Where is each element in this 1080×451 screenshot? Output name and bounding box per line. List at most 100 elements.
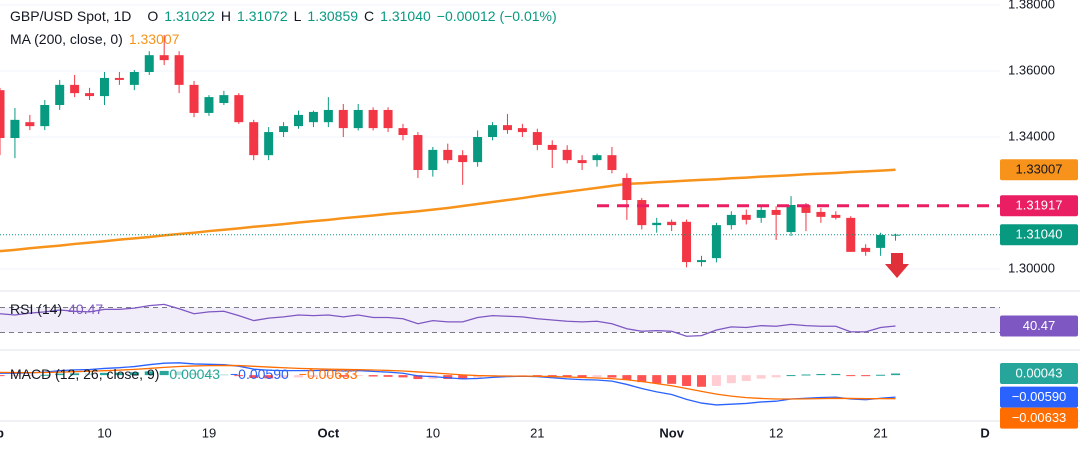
ohlc-key: C	[364, 8, 375, 24]
candle-body	[234, 95, 244, 123]
candle-body	[577, 160, 587, 164]
candle-body	[711, 225, 721, 259]
histogram-bar	[562, 375, 572, 377]
candle-body	[786, 204, 796, 233]
histogram-bar	[696, 375, 706, 387]
y-tick-label: 1.34000	[1008, 128, 1055, 143]
price-label-text: 40.47	[1023, 318, 1056, 333]
candle-body	[70, 84, 80, 94]
histogram-bar	[607, 375, 617, 378]
candle-body	[458, 155, 468, 163]
histogram-bar	[294, 375, 304, 378]
signal-line	[0, 364, 896, 400]
candle-body	[264, 132, 274, 156]
candle-body	[10, 119, 20, 139]
price-pane	[0, 4, 1000, 270]
price-label: −0.00633	[1000, 407, 1078, 429]
histogram-bar	[398, 375, 408, 378]
histogram-bar	[473, 375, 483, 379]
candle-body	[40, 105, 50, 127]
macd-name: MACD (12, 26, close, 9)	[10, 366, 160, 382]
candle-body	[607, 155, 617, 171]
candle-body	[55, 84, 65, 106]
x-tick-label: 21	[530, 425, 544, 440]
histogram-bar	[353, 375, 363, 377]
histogram-bar	[726, 375, 736, 384]
histogram-bar	[861, 375, 871, 377]
histogram-bar	[816, 374, 826, 376]
histogram-bar	[99, 372, 109, 376]
candle-body	[383, 109, 393, 129]
candle-body	[771, 209, 781, 215]
histogram-bar	[308, 375, 318, 377]
rsi-band	[0, 307, 1000, 333]
candle-body	[0, 90, 5, 139]
price-label: −0.00590	[1000, 386, 1078, 408]
candle-body	[144, 55, 154, 73]
y-tick-label: 1.36000	[1008, 62, 1055, 77]
price-label-text: 0.00043	[1016, 365, 1063, 380]
price-label: 1.31040	[1000, 224, 1078, 246]
candle-body	[801, 204, 811, 213]
candle-body	[294, 114, 304, 127]
candle-body	[667, 221, 677, 226]
candle-body	[562, 149, 572, 161]
candle-body	[413, 135, 423, 171]
candle-body	[85, 93, 95, 97]
candle-body	[129, 72, 139, 85]
histogram-bar	[383, 375, 393, 377]
histogram-bar	[443, 375, 453, 379]
price-label-box	[1000, 363, 1078, 385]
candle-body	[831, 214, 841, 218]
histogram-value: 0.00043	[169, 366, 220, 382]
price-label-box	[1000, 195, 1078, 217]
histogram-bar	[40, 374, 50, 376]
histogram-bar	[279, 375, 289, 378]
rsi-legend: RSI (14) 40.47	[10, 301, 103, 317]
candle-body	[652, 222, 662, 226]
histogram-bar	[667, 375, 677, 384]
price-label: 1.31917	[1000, 195, 1078, 217]
ma-value: 1.33007	[128, 31, 180, 47]
symbol-legend: GBP/USD Spot, 1D O 1.31022 H 1.31072 L 1.30…	[10, 8, 557, 24]
ohlc-value: 1.31022	[164, 8, 215, 24]
histogram-bar	[338, 375, 348, 377]
candle-body	[249, 122, 259, 156]
candle-body	[741, 214, 751, 220]
histogram-bar	[85, 373, 95, 376]
candle-body	[756, 209, 766, 218]
candle-body	[159, 55, 169, 61]
candle-body	[532, 132, 542, 145]
price-label-box	[1000, 315, 1078, 337]
change: −0.00012 (−0.01%)	[436, 8, 557, 24]
histogram-bar	[368, 375, 378, 377]
price-label-text: −0.00633	[1012, 410, 1067, 425]
candle-body	[204, 97, 214, 113]
histogram-bar	[70, 373, 80, 376]
rsi-pane	[0, 303, 1000, 337]
histogram-bar	[577, 375, 587, 378]
candle-body	[219, 95, 229, 104]
histogram-bar	[10, 375, 20, 377]
candle-body	[338, 109, 348, 129]
histogram-bar	[25, 375, 35, 377]
price-label: 1.33007	[1000, 159, 1078, 181]
candle-body	[816, 211, 826, 217]
macd-line	[0, 362, 896, 406]
candle-body	[25, 122, 35, 127]
candle-body	[502, 125, 512, 131]
price-label-text: −0.00590	[1012, 389, 1067, 404]
price-label-box	[1000, 386, 1078, 408]
candle-body	[99, 77, 109, 97]
rsi-line	[0, 303, 896, 337]
candle-body	[517, 128, 527, 133]
price-label-box	[1000, 159, 1078, 181]
candle-body	[846, 217, 856, 252]
histogram-bar	[159, 370, 169, 376]
candle-body	[189, 84, 199, 113]
candle-body	[398, 128, 408, 136]
candle-body	[279, 126, 289, 133]
histogram-bar	[891, 373, 901, 376]
price-label: 0.00043	[1000, 363, 1078, 385]
